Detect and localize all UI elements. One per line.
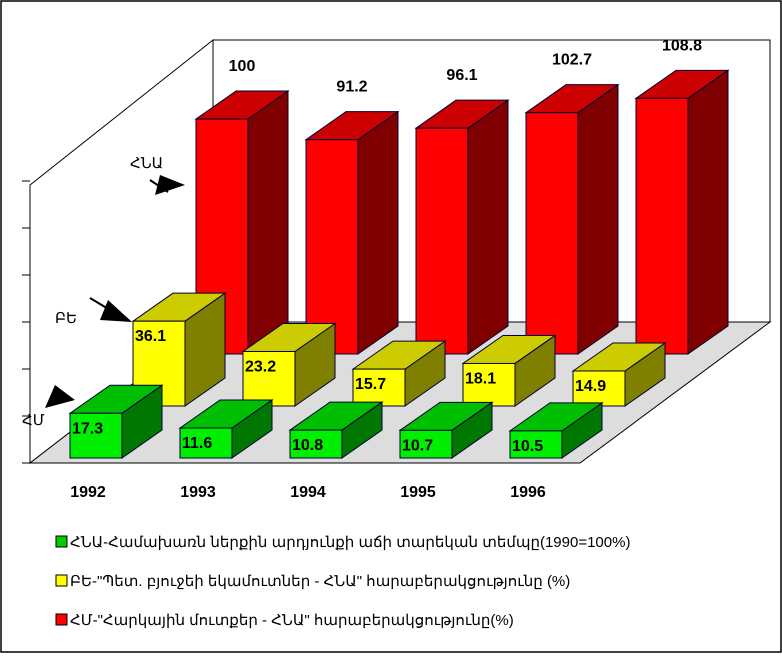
bar-side	[247, 90, 289, 355]
value-label: 17.3	[72, 420, 103, 437]
bar	[634, 69, 730, 355]
x-tick-label: 1993	[180, 484, 216, 501]
bar-side	[357, 110, 399, 355]
bar	[178, 399, 274, 459]
value-label: 96.1	[446, 67, 477, 84]
bar-front	[399, 429, 453, 459]
bar-front	[635, 97, 689, 355]
value-label: 23.2	[245, 358, 276, 375]
legend-swatch	[55, 613, 68, 626]
value-label: 36.1	[135, 328, 166, 345]
arrow	[89, 297, 111, 311]
value-label: 18.1	[465, 370, 496, 387]
value-label: 100	[229, 58, 256, 75]
x-tick-label: 1995	[400, 484, 436, 501]
legend-swatch	[55, 574, 68, 587]
bar-front	[352, 368, 406, 407]
bar-front	[289, 429, 343, 459]
value-label: 102.7	[552, 52, 592, 69]
legend-label: ԲԵ-"Պետ. բյուջեի եկամուտներ - ՀՆԱ" հարաբ…	[70, 573, 570, 590]
legend-swatch	[55, 535, 68, 548]
bar-side	[687, 69, 729, 355]
arrow	[155, 175, 185, 195]
bar	[351, 340, 447, 407]
value-label: 10.8	[292, 437, 323, 454]
x-tick-label: 1992	[70, 484, 106, 501]
bar	[508, 401, 604, 459]
bar	[398, 401, 494, 459]
x-tick-label: 1996	[510, 484, 546, 501]
bar	[241, 322, 337, 407]
value-label: 14.9	[575, 378, 606, 395]
bar-front	[415, 127, 469, 355]
depth-label: ՀՆԱ	[130, 155, 163, 172]
bar-front	[509, 430, 563, 459]
bar	[68, 384, 164, 459]
arrow	[45, 385, 75, 408]
bar	[461, 334, 557, 407]
value-label: 108.8	[662, 37, 702, 54]
bar	[288, 401, 384, 459]
x-tick-label: 1994	[290, 484, 326, 501]
legend-label: ՀՄ-"Հարկային մուտքեր - ՀՆԱ" հարաբերակցու…	[70, 612, 514, 629]
bar	[524, 83, 620, 355]
bar-front	[572, 370, 626, 407]
value-label: 11.6	[182, 435, 212, 452]
value-label: 10.7	[402, 437, 433, 454]
bar-front	[305, 139, 359, 355]
bar-side	[577, 83, 619, 355]
bar-front	[242, 350, 296, 407]
value-label: 15.7	[355, 376, 386, 393]
bar-front	[525, 112, 579, 355]
depth-label: ՀՄ	[22, 412, 45, 429]
bar	[304, 110, 400, 355]
bar	[571, 342, 667, 407]
bar-front	[69, 412, 123, 459]
arrow	[100, 300, 132, 322]
bar-side	[467, 99, 509, 355]
bar-front	[462, 362, 516, 407]
arrow	[149, 179, 169, 193]
depth-label: ԲԵ	[55, 310, 77, 327]
legend-label: ՀՆԱ-Համախառն ներքին արդյունքի աճի տարեկա…	[70, 534, 630, 551]
value-label: 10.5	[512, 438, 543, 455]
bar-front	[179, 427, 233, 459]
value-label: 91.2	[336, 79, 367, 96]
bar	[414, 99, 510, 355]
